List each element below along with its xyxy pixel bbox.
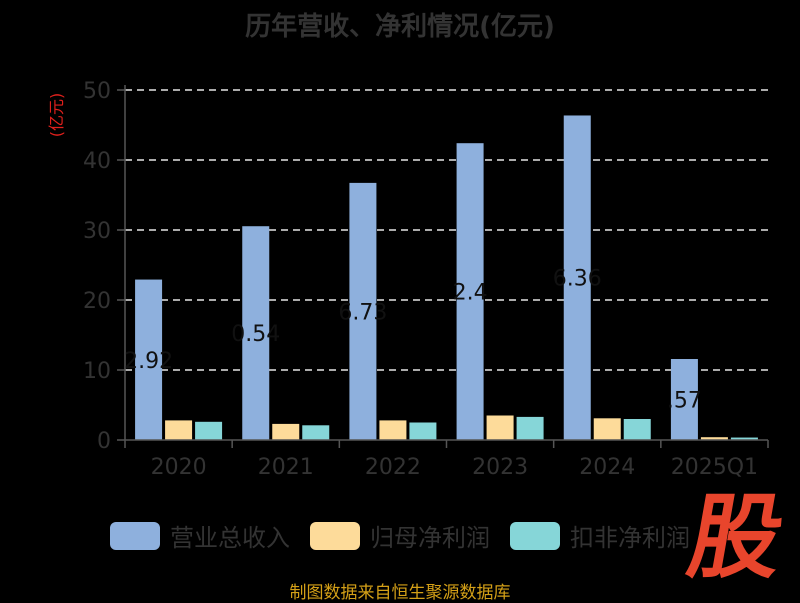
data-label: 0.54 xyxy=(231,322,280,347)
bar-net-profit[interactable] xyxy=(165,420,193,440)
bar-deducted-profit[interactable] xyxy=(195,421,223,440)
x-tick-label: 2024 xyxy=(579,455,635,480)
bar-deducted-profit[interactable] xyxy=(623,419,651,440)
x-tick-label: 2021 xyxy=(258,455,314,480)
legend-item-revenue[interactable]: 营业总收入 xyxy=(110,518,290,553)
bar-deducted-profit[interactable] xyxy=(302,425,330,440)
y-tick-label: 0 xyxy=(97,429,111,454)
data-label: 6.73 xyxy=(338,300,387,325)
watermark-logo: 股 xyxy=(680,484,792,591)
data-label: 2.92 xyxy=(124,349,173,374)
data-label: .57 xyxy=(667,389,702,414)
bar-revenue[interactable] xyxy=(563,115,591,440)
bar-net-profit[interactable] xyxy=(593,418,621,440)
y-axis-label: (亿元) xyxy=(47,93,66,138)
y-tick-label: 30 xyxy=(83,219,111,244)
legend-swatch-net-profit xyxy=(310,521,360,550)
bar-revenue[interactable] xyxy=(456,143,484,440)
bar-deducted-profit[interactable] xyxy=(516,416,544,440)
legend-item-deducted-profit[interactable]: 扣非净利润 xyxy=(510,518,690,553)
bar-deducted-profit[interactable] xyxy=(730,437,758,440)
x-tick-label: 2020 xyxy=(151,455,207,480)
x-tick-label: 2022 xyxy=(365,455,421,480)
bar-revenue[interactable] xyxy=(242,226,270,440)
legend-swatch-deducted-profit xyxy=(510,521,560,550)
data-label: 6.36 xyxy=(553,267,602,292)
grid-lines xyxy=(125,89,768,371)
legend: 营业总收入 归母净利润 扣非净利润 xyxy=(110,518,710,553)
bars xyxy=(135,115,758,440)
bar-deducted-profit[interactable] xyxy=(409,422,437,441)
bar-revenue[interactable] xyxy=(670,359,698,440)
legend-label-deducted-profit: 扣非净利润 xyxy=(570,524,690,552)
bar-net-profit[interactable] xyxy=(700,437,728,440)
bar-net-profit[interactable] xyxy=(486,415,514,441)
legend-label-revenue: 营业总收入 xyxy=(170,524,290,552)
data-labels: 2.92 0.54 6.73 2.4 6.36 .57 xyxy=(124,267,702,414)
bar-revenue[interactable] xyxy=(349,182,377,440)
y-tick-label: 40 xyxy=(83,149,111,174)
legend-label-net-profit: 归母净利润 xyxy=(370,524,490,552)
y-tick-label: 20 xyxy=(83,289,111,314)
source-note: 制图数据来自恒生聚源数据库 xyxy=(289,583,511,603)
data-label: 2.4 xyxy=(453,281,488,306)
legend-swatch-revenue xyxy=(110,521,160,550)
x-axis: 2020 2021 2022 2023 2024 2025Q1 xyxy=(124,439,769,480)
y-tick-label: 50 xyxy=(83,79,111,104)
bar-net-profit[interactable] xyxy=(379,420,407,440)
x-tick-label: 2023 xyxy=(472,455,528,480)
chart-title: 历年营收、净利情况(亿元) xyxy=(245,12,555,42)
bar-net-profit[interactable] xyxy=(272,423,300,440)
bar-revenue[interactable] xyxy=(135,279,163,440)
y-axis: 0 10 20 30 40 50 xyxy=(83,79,126,454)
legend-item-net-profit[interactable]: 归母净利润 xyxy=(310,518,490,553)
y-tick-label: 10 xyxy=(83,359,111,384)
x-tick-label: 2025Q1 xyxy=(671,455,758,480)
